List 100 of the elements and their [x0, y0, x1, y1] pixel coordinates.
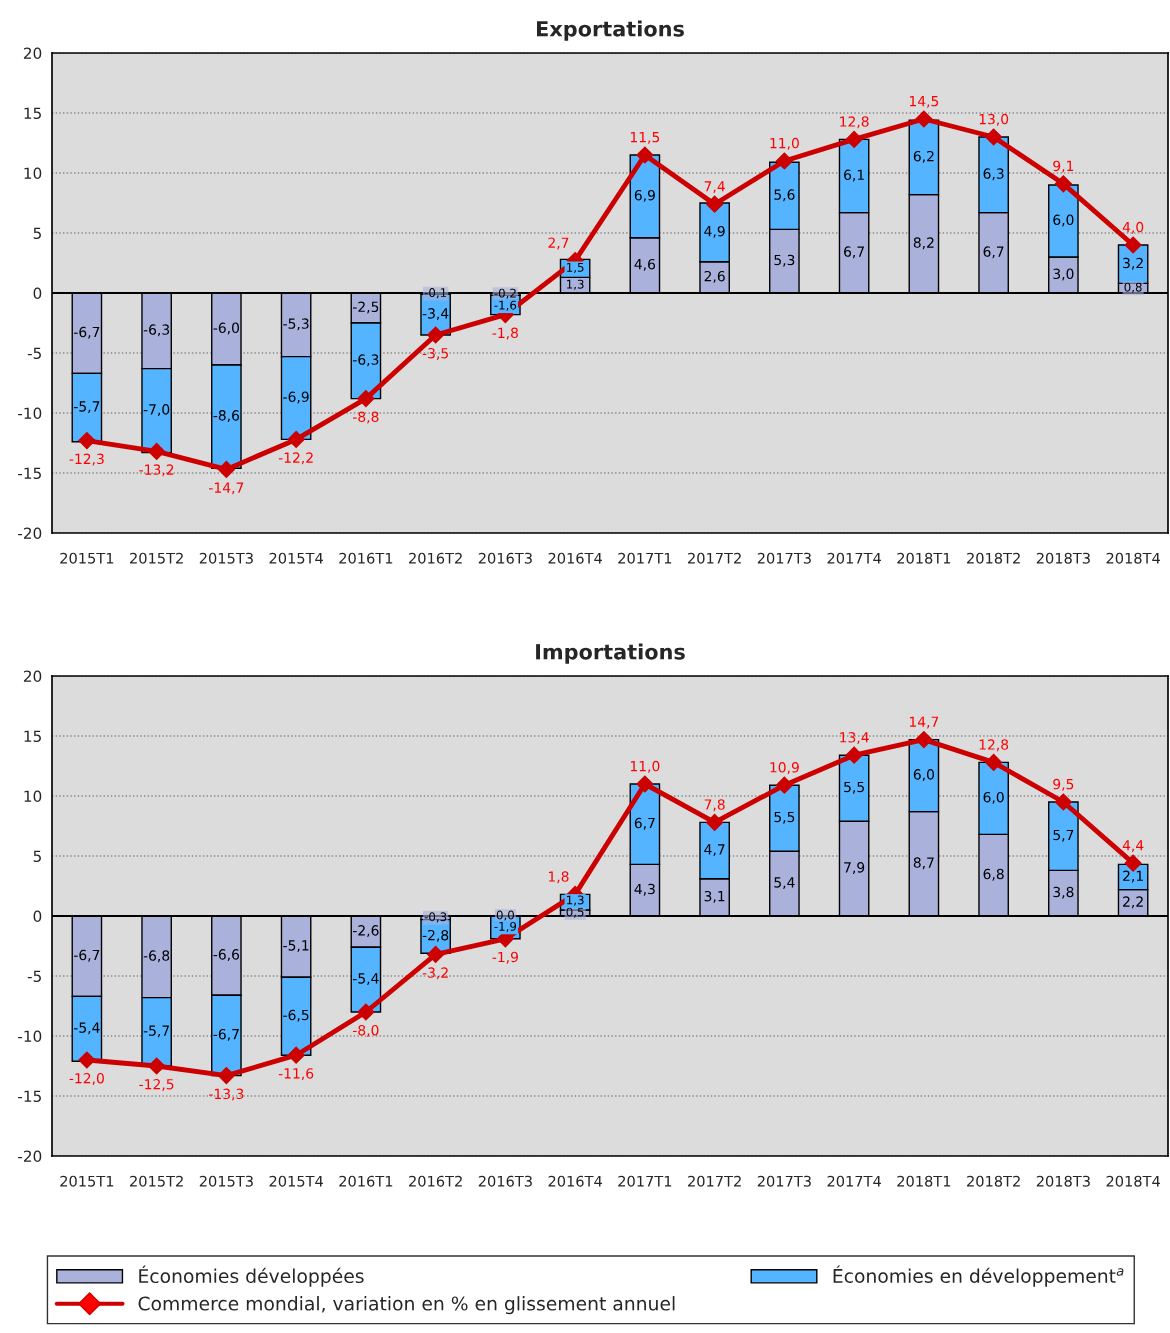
x-tick-label: 2016T4 [548, 552, 602, 564]
data-label: -14,7 [209, 482, 244, 495]
x-tick-label: 2018T4 [1106, 552, 1160, 564]
data-label: -1,6 [494, 300, 517, 311]
x-tick-label: 2018T4 [1106, 1175, 1160, 1187]
legend-label: Économies en développement$^{a}$ [833, 1265, 1124, 1287]
data-label: 0,5 [566, 907, 584, 918]
data-label: -5,4 [353, 973, 379, 986]
data-label: -6,3 [353, 354, 379, 367]
data-label: 5,7 [1053, 829, 1074, 842]
data-label: 6,2 [913, 150, 934, 163]
data-label: 5,4 [774, 877, 795, 890]
data-label: 11,0 [770, 137, 799, 150]
y-tick-label: -20 [18, 527, 42, 540]
data-label: 6,0 [983, 791, 1004, 804]
data-label: 1,3 [567, 895, 584, 906]
x-tick-label: 2017T2 [688, 552, 741, 564]
data-label: 6,0 [1053, 214, 1074, 227]
data-label: 3,0 [1053, 268, 1074, 281]
data-label: 13,0 [979, 113, 1009, 126]
data-label: 14,7 [909, 716, 939, 729]
data-label: 1,5 [567, 263, 584, 274]
data-label: -6,7 [74, 949, 100, 962]
x-tick-label: 2017T3 [757, 1175, 811, 1187]
data-label: 9,1 [1053, 160, 1074, 173]
y-tick-label: -15 [18, 467, 41, 480]
data-label: -1,9 [494, 921, 517, 933]
x-tick-label: 2018T3 [1036, 552, 1090, 564]
data-label: 3,8 [1053, 886, 1074, 899]
data-label: 2,1 [1123, 870, 1143, 883]
x-tick-label: 2018T2 [967, 1175, 1020, 1187]
y-tick-label: 0 [33, 910, 42, 923]
data-label: -12,3 [69, 453, 104, 466]
data-label: 3,1 [704, 890, 725, 903]
data-label: -6,9 [283, 391, 309, 404]
y-tick-label: -10 [18, 407, 42, 420]
data-label: 1,3 [567, 279, 584, 290]
data-label: -6,7 [74, 326, 100, 339]
data-label: 6,7 [634, 817, 655, 830]
data-label: -6,8 [143, 950, 170, 963]
x-tick-label: 2018T1 [897, 1175, 951, 1187]
x-tick-label: 2016T2 [409, 552, 462, 564]
data-label: -3,2 [422, 967, 448, 980]
data-label: -11,6 [278, 1068, 314, 1081]
data-label: -12,2 [278, 452, 313, 465]
x-tick-label: 2015T1 [60, 1175, 114, 1187]
data-label: -5,1 [283, 940, 309, 953]
data-label: -6,6 [213, 949, 240, 962]
x-tick-label: 2016T1 [339, 1175, 393, 1187]
data-label: 6,1 [844, 169, 864, 182]
x-tick-label: 2017T1 [618, 552, 672, 564]
y-tick-label: 5 [33, 850, 41, 863]
data-label: 4,0 [1122, 221, 1144, 234]
x-tick-label: 2015T4 [269, 552, 323, 564]
data-label: 9,5 [1053, 778, 1074, 791]
data-label: 0,8 [1124, 282, 1142, 293]
data-label: 2,2 [1123, 896, 1143, 909]
y-tick-label: 10 [24, 167, 42, 180]
x-tick-label: 2017T1 [618, 1175, 672, 1187]
x-tick-label: 2017T4 [827, 1175, 881, 1187]
legend-label: Économies développées [139, 1265, 364, 1287]
x-tick-label: 2017T3 [757, 552, 811, 564]
y-tick-label: -10 [18, 1030, 42, 1043]
data-label: 2,7 [548, 237, 569, 250]
y-tick-label: -15 [18, 1090, 41, 1103]
data-label: 6,3 [983, 168, 1004, 181]
x-tick-label: 2015T1 [60, 552, 114, 564]
x-tick-label: 2016T2 [409, 1175, 462, 1187]
data-label: 7,9 [844, 862, 865, 875]
x-tick-label: 2018T1 [897, 552, 951, 564]
x-tick-label: 2016T4 [548, 1175, 602, 1187]
data-label: 4,9 [704, 225, 725, 238]
x-tick-label: 2015T3 [199, 1175, 253, 1187]
data-label: 4,6 [634, 258, 656, 271]
data-label: -2,6 [353, 925, 379, 938]
data-label: -3,4 [422, 308, 449, 321]
data-label: 10,9 [770, 762, 799, 774]
data-label: 1,8 [548, 871, 569, 884]
x-tick-label: 2016T1 [339, 552, 393, 564]
data-label: 6,7 [844, 246, 864, 259]
y-tick-label: 20 [23, 47, 42, 60]
data-label: 6,7 [983, 246, 1004, 259]
data-label: 0,0 [496, 910, 514, 921]
x-tick-label: 2015T2 [130, 552, 183, 564]
data-label: 11,0 [630, 760, 660, 773]
x-tick-label: 2015T2 [130, 1175, 183, 1187]
data-label: 7,4 [704, 181, 725, 193]
data-label: 14,5 [909, 96, 939, 108]
y-tick-label: 5 [33, 227, 41, 240]
data-label: 6,0 [913, 769, 934, 782]
x-tick-label: 2015T3 [199, 552, 253, 564]
data-label: -1,8 [492, 327, 518, 340]
data-label: -8,0 [353, 1024, 379, 1037]
data-label: -13,3 [209, 1088, 244, 1101]
data-label: -8,8 [353, 411, 379, 424]
x-tick-label: 2015T4 [269, 1175, 323, 1187]
data-label: -8,6 [213, 410, 240, 423]
chart-title: Importations [536, 643, 685, 664]
data-label: -5,3 [283, 318, 309, 331]
data-label: -7,0 [143, 404, 170, 417]
